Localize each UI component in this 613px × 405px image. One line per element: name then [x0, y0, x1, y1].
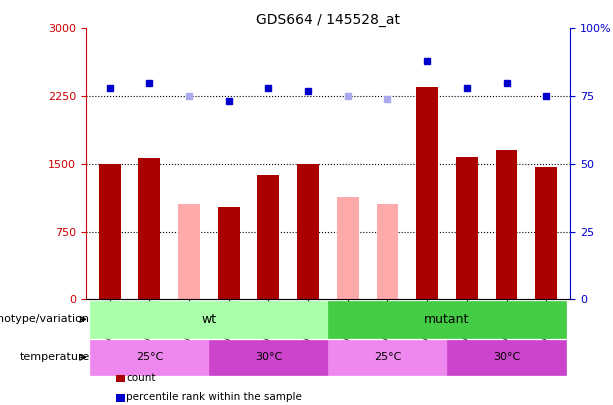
Text: 30°C: 30°C — [493, 352, 520, 362]
Bar — [447, 340, 566, 375]
Bar — [89, 340, 209, 375]
Bar — [337, 197, 359, 299]
Text: mutant: mutant — [424, 313, 470, 326]
Text: 25°C: 25°C — [374, 352, 401, 362]
Text: 30°C: 30°C — [255, 352, 282, 362]
Bar — [257, 175, 280, 299]
Text: genotype/variation: genotype/variation — [0, 314, 89, 324]
Bar — [178, 205, 200, 299]
Text: 25°C: 25°C — [135, 352, 163, 362]
Title: GDS664 / 145528_at: GDS664 / 145528_at — [256, 13, 400, 27]
Bar — [328, 301, 566, 338]
Bar — [328, 340, 447, 375]
Bar — [535, 167, 557, 299]
Bar — [496, 150, 517, 299]
Text: percentile rank within the sample: percentile rank within the sample — [126, 392, 302, 403]
Bar — [99, 164, 121, 299]
Bar — [376, 205, 398, 299]
Bar — [139, 158, 160, 299]
Text: count: count — [126, 373, 156, 383]
Bar — [416, 87, 438, 299]
Bar — [209, 340, 328, 375]
Bar — [218, 207, 240, 299]
Text: temperature: temperature — [20, 352, 89, 362]
Bar — [89, 301, 328, 338]
Text: wt: wt — [201, 313, 216, 326]
Bar — [297, 164, 319, 299]
Bar — [456, 157, 478, 299]
